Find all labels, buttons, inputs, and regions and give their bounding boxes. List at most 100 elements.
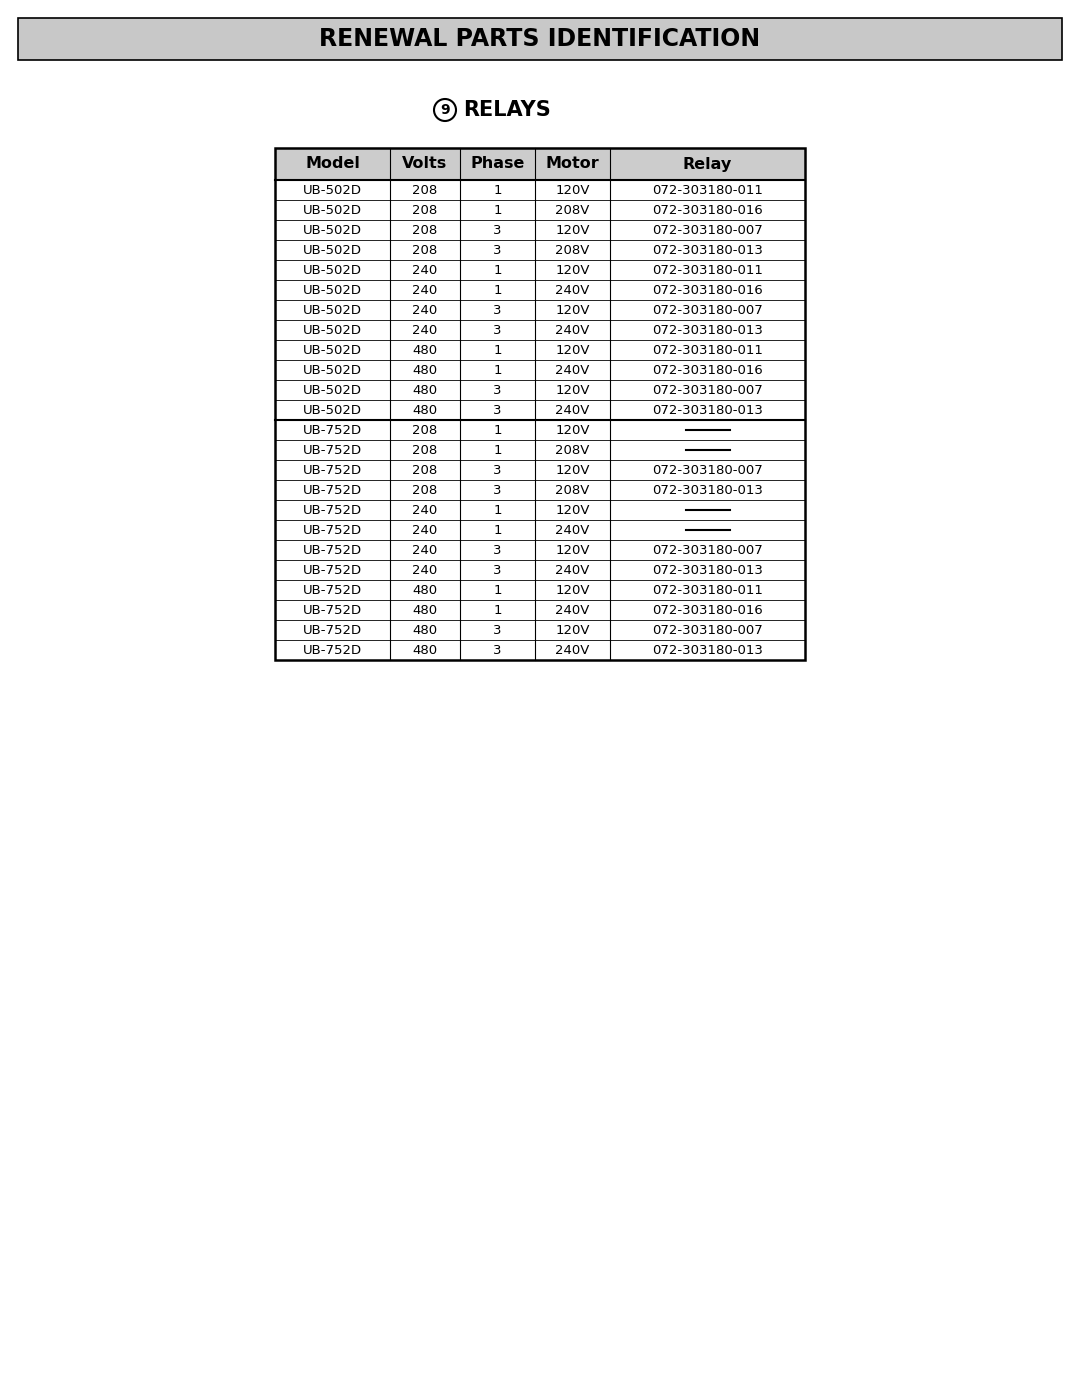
Text: 3: 3 [494,543,502,556]
Bar [275,148,805,180]
Text: 208: 208 [413,243,437,257]
Text: UB-752D: UB-752D [302,443,362,457]
Text: UB-752D: UB-752D [302,644,362,657]
Text: 072-303180-016: 072-303180-016 [652,284,762,296]
Text: 9: 9 [441,103,449,117]
Text: Relay: Relay [683,156,732,172]
Text: UB-752D: UB-752D [302,524,362,536]
Text: 240V: 240V [555,404,590,416]
Text: 3: 3 [494,384,502,397]
Text: 1: 1 [494,524,502,536]
Text: 120V: 120V [555,183,590,197]
Circle shape [434,99,456,122]
Text: 1: 1 [494,284,502,296]
Text: 120V: 120V [555,423,590,436]
Text: 240V: 240V [555,604,590,616]
Text: UB-502D: UB-502D [303,324,362,337]
Text: 240V: 240V [555,284,590,296]
Text: 208: 208 [413,204,437,217]
Text: 240V: 240V [555,644,590,657]
Text: UB-502D: UB-502D [303,224,362,236]
Text: 1: 1 [494,443,502,457]
Text: 3: 3 [494,224,502,236]
Text: UB-752D: UB-752D [302,604,362,616]
Text: RELAYS: RELAYS [463,101,551,120]
Text: 208: 208 [413,464,437,476]
Text: UB-752D: UB-752D [302,584,362,597]
Text: 1: 1 [494,344,502,356]
Text: 072-303180-007: 072-303180-007 [652,464,762,476]
Text: 072-303180-007: 072-303180-007 [652,623,762,637]
Text: 480: 480 [413,344,437,356]
Text: UB-502D: UB-502D [303,264,362,277]
Text: 072-303180-013: 072-303180-013 [652,563,762,577]
Text: 480: 480 [413,584,437,597]
Text: 072-303180-013: 072-303180-013 [652,324,762,337]
Text: 072-303180-013: 072-303180-013 [652,404,762,416]
Text: 1: 1 [494,503,502,517]
Text: 3: 3 [494,483,502,496]
Text: UB-502D: UB-502D [303,344,362,356]
Text: 072-303180-016: 072-303180-016 [652,604,762,616]
Text: UB-502D: UB-502D [303,243,362,257]
Text: UB-502D: UB-502D [303,404,362,416]
Text: 3: 3 [494,644,502,657]
Text: 240: 240 [413,324,437,337]
Text: 072-303180-007: 072-303180-007 [652,303,762,317]
Text: UB-752D: UB-752D [302,464,362,476]
Text: 3: 3 [494,464,502,476]
Text: 208: 208 [413,224,437,236]
Text: 240: 240 [413,284,437,296]
Text: 208: 208 [413,423,437,436]
Text: 240: 240 [413,303,437,317]
Text: 120V: 120V [555,503,590,517]
Text: 208V: 208V [555,443,590,457]
Text: Model: Model [305,156,360,172]
Text: 1: 1 [494,604,502,616]
Text: 240: 240 [413,563,437,577]
Text: 072-303180-016: 072-303180-016 [652,204,762,217]
Text: 3: 3 [494,623,502,637]
Text: UB-502D: UB-502D [303,384,362,397]
Text: Phase: Phase [470,156,525,172]
Text: UB-752D: UB-752D [302,503,362,517]
Text: 120V: 120V [555,303,590,317]
Text: 072-303180-011: 072-303180-011 [652,264,762,277]
Text: UB-502D: UB-502D [303,284,362,296]
Text: 120V: 120V [555,464,590,476]
Text: UB-502D: UB-502D [303,303,362,317]
Text: RENEWAL PARTS IDENTIFICATION: RENEWAL PARTS IDENTIFICATION [320,27,760,52]
Text: 1: 1 [494,363,502,377]
Text: Volts: Volts [403,156,447,172]
Text: 240: 240 [413,264,437,277]
Text: 3: 3 [494,563,502,577]
Text: 120V: 120V [555,264,590,277]
Text: 3: 3 [494,404,502,416]
Text: 480: 480 [413,604,437,616]
Text: 240V: 240V [555,363,590,377]
Text: 120V: 120V [555,584,590,597]
Text: UB-502D: UB-502D [303,204,362,217]
Text: 072-303180-011: 072-303180-011 [652,584,762,597]
Text: 208: 208 [413,483,437,496]
Text: 120V: 120V [555,543,590,556]
Text: 1: 1 [494,423,502,436]
Text: UB-752D: UB-752D [302,623,362,637]
Text: 480: 480 [413,363,437,377]
Text: 208: 208 [413,443,437,457]
Bar [18,18,1062,60]
Text: 3: 3 [494,243,502,257]
Text: 120V: 120V [555,224,590,236]
Text: 480: 480 [413,623,437,637]
Text: 120V: 120V [555,623,590,637]
Text: 240: 240 [413,524,437,536]
Text: UB-752D: UB-752D [302,543,362,556]
Text: 3: 3 [494,303,502,317]
Text: 208V: 208V [555,243,590,257]
Text: 240: 240 [413,543,437,556]
Text: 1: 1 [494,264,502,277]
Text: 072-303180-013: 072-303180-013 [652,483,762,496]
Text: 1: 1 [494,584,502,597]
Text: Motor: Motor [545,156,599,172]
Text: 240V: 240V [555,524,590,536]
